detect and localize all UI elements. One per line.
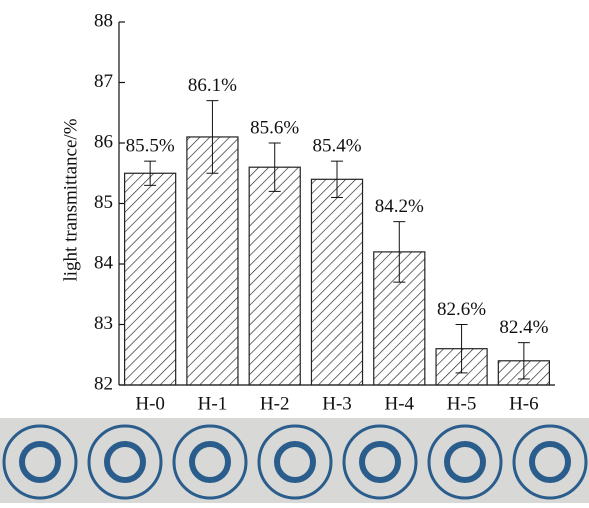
value-label: 82.6%: [437, 299, 486, 320]
y-tick-label: 86: [94, 131, 113, 152]
value-label: 86.1%: [188, 75, 237, 96]
error-bar: [331, 160, 343, 198]
x-tick-label: H-2: [260, 393, 290, 414]
error-bar: [268, 142, 281, 192]
y-axis-label: light transmittance/%: [60, 118, 81, 281]
y-tick-label: 82: [94, 373, 113, 394]
error-bar: [393, 221, 406, 283]
x-tick-label: H-3: [322, 393, 352, 414]
x-tick-label: H-0: [135, 393, 165, 414]
bar: [186, 136, 239, 386]
bar: [124, 172, 177, 386]
photo-strip: [0, 418, 589, 503]
bar: [310, 178, 364, 386]
value-label: 85.6%: [250, 117, 299, 138]
error-bar: [144, 160, 157, 186]
y-tick-label: 88: [94, 10, 113, 31]
error-bar: [206, 100, 219, 174]
value-label: 85.4%: [312, 136, 361, 157]
x-tick-label: H-4: [385, 393, 415, 414]
value-label: 82.4%: [499, 317, 548, 338]
x-tick-label: H-1: [198, 393, 228, 414]
value-label: 85.5%: [126, 136, 175, 157]
y-tick-label: 83: [94, 313, 113, 334]
x-tick-label: H-5: [447, 393, 477, 414]
bar: [248, 166, 301, 386]
value-label: 84.2%: [375, 196, 424, 217]
y-tick-label: 85: [94, 192, 113, 213]
y-tick-label: 84: [94, 252, 114, 273]
error-bar: [455, 324, 468, 374]
y-tick-label: 87: [94, 71, 113, 92]
error-bar: [517, 342, 530, 380]
x-tick-label: H-6: [509, 393, 539, 414]
